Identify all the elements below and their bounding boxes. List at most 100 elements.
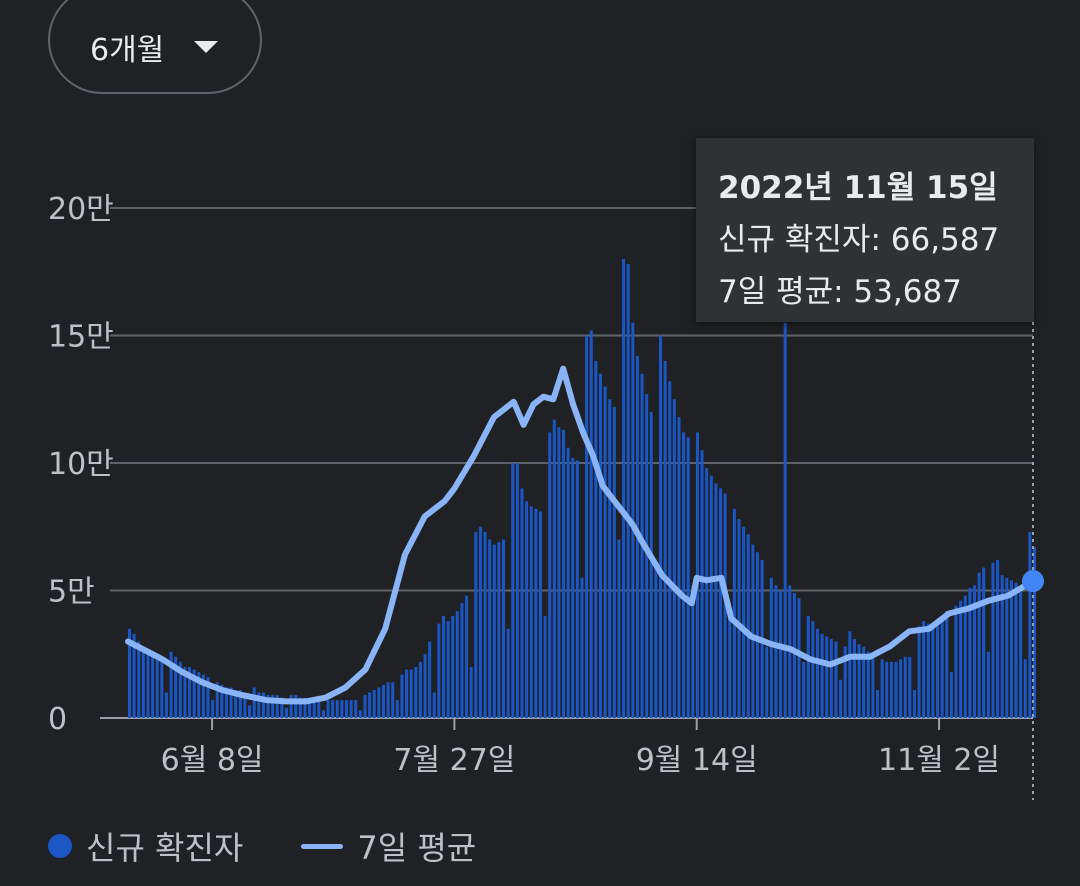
bar (248, 705, 252, 718)
bar (229, 687, 233, 718)
bar (852, 638, 856, 718)
bar (566, 447, 570, 718)
bar (931, 623, 935, 718)
bar (603, 386, 607, 718)
bar (774, 585, 778, 718)
bar (829, 638, 833, 718)
bar (321, 710, 325, 718)
bar (418, 661, 422, 718)
bar (469, 667, 473, 718)
bar (400, 674, 404, 718)
bar (742, 526, 746, 718)
bar (492, 544, 496, 718)
bar (215, 682, 219, 718)
bar (271, 695, 275, 718)
bar (1009, 580, 1013, 718)
bar (876, 689, 880, 718)
bar (261, 692, 265, 718)
line-series (125, 365, 1036, 705)
bar (354, 700, 358, 718)
bar (211, 700, 215, 718)
bar (529, 506, 533, 718)
bar (936, 621, 940, 718)
bar (192, 669, 196, 718)
bar (825, 636, 829, 718)
bar (682, 432, 686, 718)
bar (224, 687, 228, 718)
bar (515, 463, 519, 718)
bar (552, 419, 556, 718)
hover-overlay (1022, 322, 1044, 800)
bar (363, 695, 367, 718)
bar (862, 646, 866, 718)
bar (691, 585, 695, 718)
bar (894, 661, 898, 718)
bar (432, 692, 436, 718)
bar (488, 539, 492, 718)
bar (580, 577, 584, 718)
bar (686, 437, 690, 718)
bar (649, 412, 653, 718)
bar (543, 616, 547, 718)
bar (391, 682, 395, 718)
y-tick-label: 0 (48, 702, 67, 737)
legend-line-swatch (301, 843, 344, 849)
x-tick-label: 7월 27일 (393, 743, 515, 778)
bar (575, 460, 579, 718)
bar (335, 700, 339, 718)
bar (802, 661, 806, 718)
bar (626, 264, 630, 718)
bar (880, 659, 884, 718)
bar (146, 651, 150, 718)
bar (441, 616, 445, 718)
tooltip-new-cases: 신규 확진자: 66,587 (718, 222, 1000, 258)
bar (811, 621, 815, 718)
bar (197, 672, 201, 718)
bar (169, 651, 173, 718)
bar (769, 577, 773, 718)
y-tick-label: 5만 (48, 575, 95, 610)
legend-line-label: 7일 평균 (357, 829, 477, 867)
avg-line (125, 365, 1036, 705)
bar (220, 684, 224, 718)
y-tick-label: 20만 (48, 192, 114, 227)
legend: 신규 확진자 7일 평균 (48, 824, 476, 868)
bar (381, 684, 385, 718)
bar (968, 587, 972, 718)
bar (645, 394, 649, 718)
bar (455, 610, 459, 718)
bar (534, 508, 538, 718)
x-tick-label: 6월 8일 (161, 743, 264, 778)
bar (594, 361, 598, 718)
bar (506, 628, 510, 718)
bar (815, 628, 820, 718)
caret-down-icon (194, 41, 219, 53)
bar (585, 335, 589, 718)
bar (188, 667, 192, 718)
bar (885, 661, 889, 718)
bar (280, 697, 284, 718)
bar (977, 572, 981, 718)
bar (377, 687, 381, 718)
bar (622, 259, 626, 718)
bar (174, 656, 178, 718)
y-tick-label: 10만 (48, 447, 114, 482)
bar (386, 682, 390, 718)
bar (658, 335, 663, 718)
bar (728, 608, 732, 718)
bar (538, 511, 542, 718)
bar (520, 488, 524, 718)
bar (284, 707, 289, 718)
bar (908, 656, 912, 718)
bar (446, 621, 450, 718)
tooltip-date: 2022년 11월 15일 (718, 170, 998, 206)
bar (677, 417, 681, 718)
bar (178, 661, 182, 718)
bar (266, 695, 270, 718)
bar (164, 692, 168, 718)
hover-tooltip: 2022년 11월 15일 신규 확진자: 66,587 7일 평균: 53,6… (696, 138, 1034, 322)
bar (303, 697, 307, 718)
bar (714, 483, 718, 718)
range-dropdown[interactable]: 6개월 (48, 0, 262, 94)
